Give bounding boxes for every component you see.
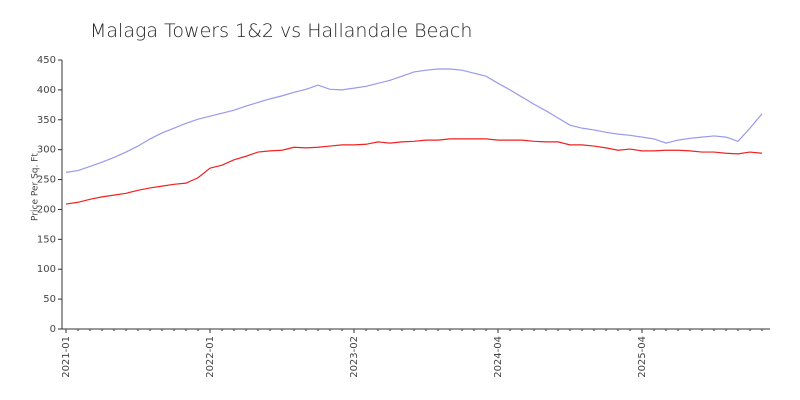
line-series — [65, 68, 763, 173]
y-tick-label: 450 — [37, 55, 56, 66]
y-tick-label: 0 — [50, 324, 56, 335]
y-tick-label: 50 — [43, 294, 56, 305]
x-tick-label: 2024-04 — [493, 336, 504, 378]
y-axis-label: Price Per Sq. Ft — [31, 153, 41, 221]
y-tick-label: 350 — [37, 115, 56, 126]
y-tick-label: 200 — [37, 204, 56, 215]
x-tick-label: 2021-01 — [61, 336, 72, 378]
chart-title: Malaga Towers 1&2 vs Hallandale Beach — [90, 20, 472, 42]
y-tick-label: 100 — [37, 264, 56, 275]
line-series — [65, 138, 763, 205]
x-tick-label: 2025-04 — [637, 336, 648, 378]
x-tick-label: 2022-01 — [205, 336, 216, 378]
y-tick-label: 300 — [37, 145, 56, 156]
y-tick-label: 250 — [37, 175, 56, 186]
y-tick-label: 150 — [37, 234, 56, 245]
y-tick-label: 400 — [37, 85, 56, 96]
x-tick-label: 2023-02 — [349, 336, 360, 378]
